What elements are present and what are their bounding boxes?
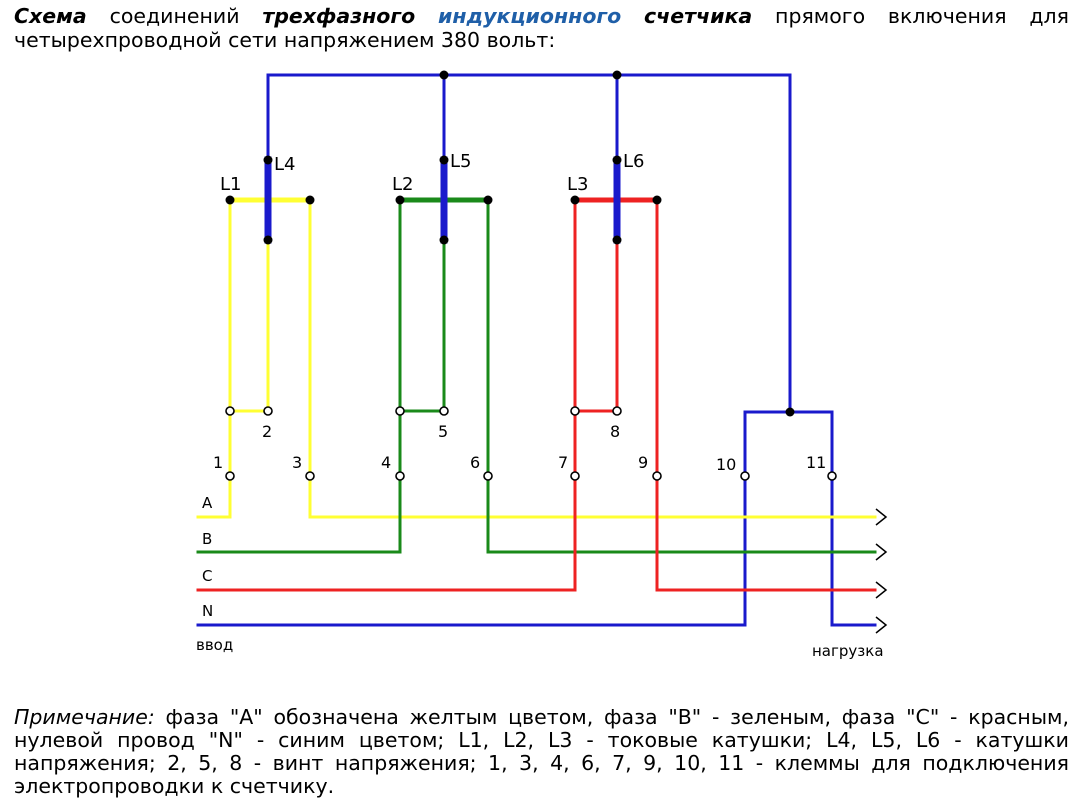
line-label-c: C (202, 567, 212, 585)
phase-c-wiring (196, 197, 877, 592)
load-arrows (875, 508, 888, 634)
note-text: фаза "А" обозначена желтым цветом, фаза … (14, 705, 1069, 798)
voltage-coils (264, 156, 621, 244)
title-word-meter: счетчика (644, 4, 753, 28)
input-label: ввод (196, 636, 233, 654)
terminal-label-2: 2 (262, 422, 272, 441)
terminal-label-9: 9 (638, 453, 648, 472)
terminal-label-7: 7 (558, 453, 568, 472)
line-label-a: A (202, 494, 213, 512)
diagram-note: Примечание: фаза "А" обозначена желтым ц… (14, 706, 1069, 798)
title-text-1: соединений (86, 4, 263, 28)
title-word-induction: индукционного (438, 4, 622, 28)
coil-label-l6: L6 (623, 151, 644, 172)
title-word-scheme: Схема (14, 4, 87, 28)
terminal-label-1: 1 (213, 453, 223, 472)
coil-label-l3: L3 (567, 174, 588, 195)
title-word-three-phase: трехфазного (262, 4, 416, 28)
terminal-label-6: 6 (470, 453, 480, 472)
line-label-b: B (202, 530, 212, 548)
line-label-n: N (202, 602, 213, 620)
note-label: Примечание: (14, 705, 155, 729)
wiring-diagram: L1 L2 L3 L4 L5 L6 1 2 3 4 5 6 7 8 9 10 1… (196, 70, 888, 660)
terminal-label-8: 8 (610, 422, 620, 441)
phase-b-wiring (196, 197, 877, 554)
terminal-label-10: 10 (716, 455, 736, 474)
coil-label-l2: L2 (392, 174, 413, 195)
coil-label-l5: L5 (450, 151, 471, 172)
coil-label-l1: L1 (220, 174, 241, 195)
title-text-2: прямого включения для четырехпроводной с… (14, 4, 1069, 52)
terminal-label-3: 3 (292, 453, 302, 472)
terminal-label-4: 4 (381, 453, 391, 472)
coil-label-l4: L4 (274, 154, 295, 175)
terminal-label-11: 11 (806, 453, 826, 472)
junction-dots (225, 70, 795, 417)
terminal-label-5: 5 (438, 422, 448, 441)
load-label: нагрузка (812, 642, 884, 660)
phase-a-wiring (196, 197, 877, 519)
terminal-circles (225, 406, 837, 481)
neutral-wiring (196, 73, 877, 627)
diagram-title: Схема соединений трехфазного индукционно… (14, 4, 1069, 52)
